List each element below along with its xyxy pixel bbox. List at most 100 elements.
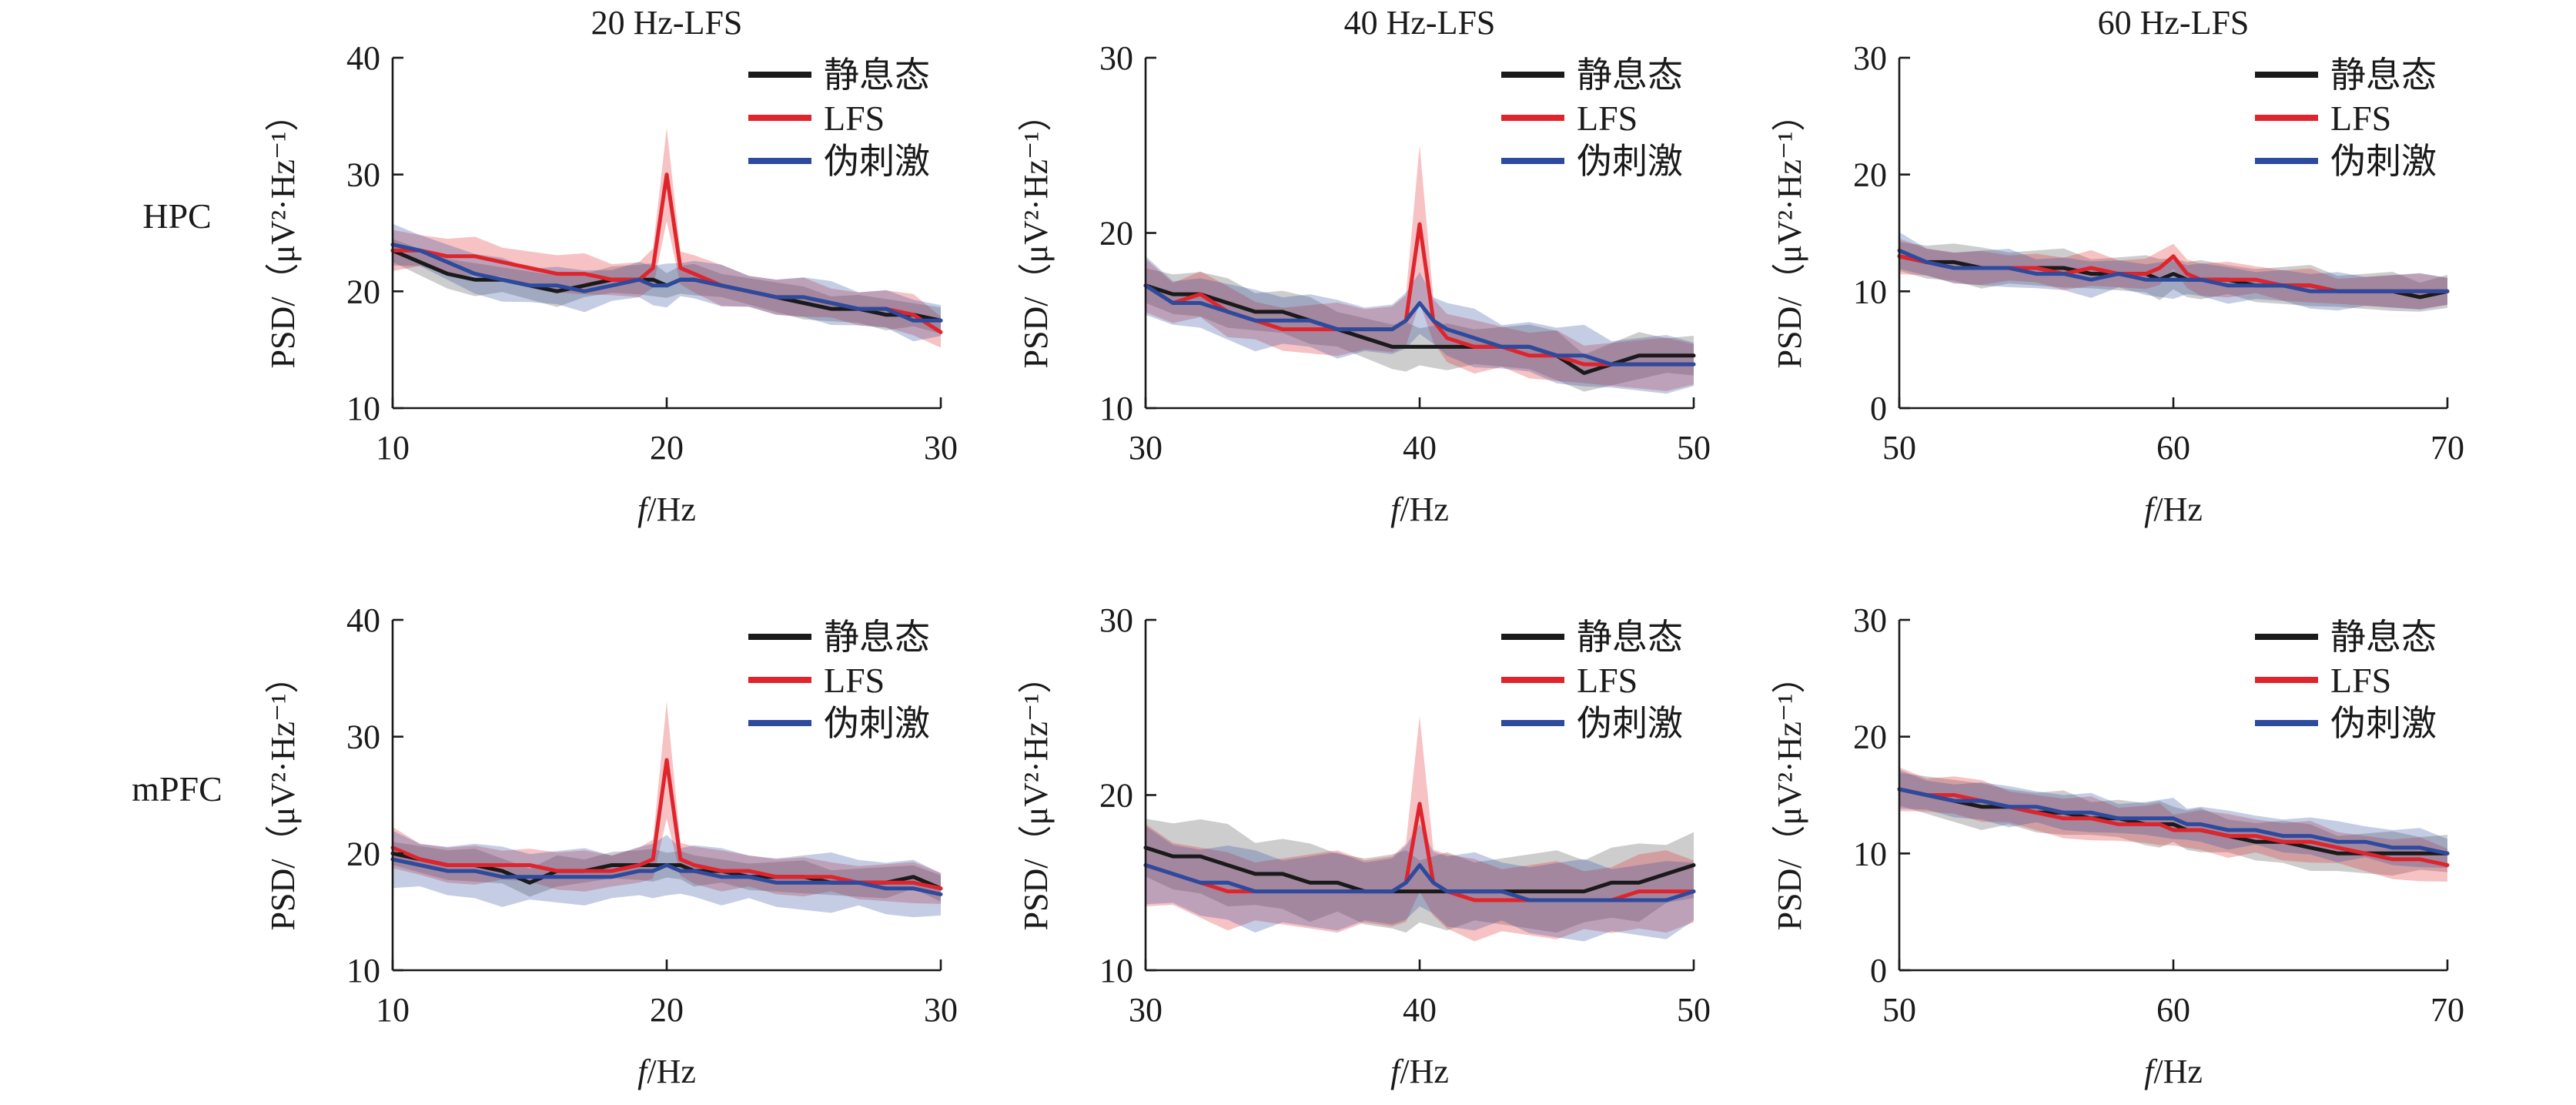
y-tick-label: 30 — [346, 156, 380, 194]
y-tick-label: 0 — [1870, 390, 1887, 427]
series-line-2 — [1143, 283, 1696, 367]
legend-label-1: LFS — [1577, 99, 1638, 138]
panel-5: 0 10 20 30 50 60 70 f/Hz PSD/（μV²·Hz⁻¹） 静息态 LFS 伪刺激 — [1771, 601, 2464, 1090]
y-tick-label: 10 — [346, 952, 380, 989]
y-tick-label: 0 — [1870, 952, 1887, 989]
error-band-2 — [393, 223, 941, 342]
x-tick-label: 30 — [1129, 991, 1163, 1029]
series-line-2 — [1897, 787, 2450, 856]
y-tick-label: 20 — [1853, 718, 1887, 756]
panel-title: 40 Hz-LFS — [1344, 4, 1496, 42]
legend-label-2: 伪刺激 — [1577, 704, 1683, 743]
legend-label-2: 伪刺激 — [824, 142, 930, 181]
x-tick-label: 10 — [376, 991, 410, 1029]
y-tick-label: 10 — [1853, 835, 1887, 872]
y-tick-label: 20 — [1853, 156, 1887, 194]
x-tick-label: 70 — [2430, 429, 2464, 467]
y-tick-label: 40 — [346, 39, 380, 77]
series-line-1 — [390, 758, 943, 891]
x-tick-label: 60 — [2156, 991, 2190, 1029]
y-tick-label: 10 — [1099, 390, 1133, 427]
y-tick-label: 20 — [1099, 777, 1133, 815]
legend-label-1: LFS — [2330, 661, 2391, 700]
y-tick-label: 40 — [346, 601, 380, 639]
x-tick-label: 50 — [1677, 429, 1711, 467]
x-axis-label-unit: /Hz — [647, 491, 696, 528]
x-axis-label-unit: /Hz — [647, 1053, 696, 1090]
x-axis-label: f/Hz — [2144, 491, 2203, 528]
y-axis-label: PSD/（μV²·Hz⁻¹） — [1017, 660, 1055, 931]
x-tick-label: 40 — [1403, 429, 1437, 467]
panel-3: 10 20 30 40 10 20 30 f/Hz PSD/（μV²·Hz⁻¹） 静息态 LFS 伪刺… — [264, 601, 958, 1090]
error-band-0 — [1146, 268, 1694, 392]
legend-label-2: 伪刺激 — [2330, 704, 2437, 743]
y-tick-label: 20 — [346, 273, 380, 310]
x-axis-label: f/Hz — [637, 1053, 696, 1090]
x-axis-label-unit: /Hz — [1400, 1053, 1449, 1090]
x-tick-label: 40 — [1403, 991, 1437, 1029]
y-tick-label: 10 — [346, 390, 380, 427]
legend-label-2: 伪刺激 — [2330, 142, 2437, 181]
x-axis-label-unit: /Hz — [2153, 491, 2203, 528]
x-axis-label: f/Hz — [2144, 1053, 2203, 1090]
y-tick-label: 20 — [1099, 215, 1133, 253]
error-band-1 — [393, 702, 941, 904]
legend-label-0: 静息态 — [824, 618, 930, 657]
x-tick-label: 20 — [650, 429, 684, 467]
series-line-2 — [1897, 248, 2450, 293]
y-axis-label: PSD/（μV²·Hz⁻¹） — [1771, 98, 1808, 369]
x-axis-label: f/Hz — [637, 491, 696, 528]
y-tick-label: 10 — [1099, 952, 1133, 989]
legend-label-0: 静息态 — [1577, 55, 1683, 95]
y-tick-label: 20 — [346, 835, 380, 872]
error-band-1 — [1146, 716, 1694, 942]
error-band-0 — [1899, 242, 2447, 312]
x-tick-label: 50 — [1677, 991, 1711, 1029]
panel-title: 60 Hz-LFS — [2098, 4, 2250, 42]
y-axis-label: PSD/（μV²·Hz⁻¹） — [264, 98, 302, 369]
x-tick-label: 50 — [1882, 991, 1916, 1029]
x-tick-label: 10 — [376, 429, 410, 467]
y-axis-label: PSD/（μV²·Hz⁻¹） — [264, 660, 302, 931]
x-tick-label: 70 — [2430, 991, 2464, 1029]
legend-label-1: LFS — [824, 661, 885, 700]
row-label-mpfc: mPFC — [132, 769, 222, 809]
y-tick-label: 30 — [1853, 601, 1887, 639]
panel-1: 40 Hz-LFS 10 20 30 30 40 50 f/Hz PSD/（μV²·Hz⁻¹） 静… — [1017, 4, 1711, 528]
series-line-2 — [390, 243, 943, 323]
y-axis-label: PSD/（μV²·Hz⁻¹） — [1017, 98, 1055, 369]
y-tick-label: 30 — [346, 718, 380, 756]
panel-0: 20 Hz-LFS 10 20 30 40 10 20 30 f/Hz PSD/（μV²·Hz⁻¹… — [264, 4, 958, 528]
y-axis-label: PSD/（μV²·Hz⁻¹） — [1771, 660, 1808, 931]
legend-label-2: 伪刺激 — [1577, 142, 1683, 181]
legend-label-0: 静息态 — [2330, 618, 2437, 657]
y-tick-label: 30 — [1099, 39, 1133, 77]
legend-label-1: LFS — [2330, 99, 2391, 138]
legend-label-0: 静息态 — [1577, 618, 1683, 657]
legend-label-1: LFS — [1577, 661, 1638, 700]
series-line-2 — [390, 857, 943, 896]
x-tick-label: 30 — [1129, 429, 1163, 467]
error-band-0 — [393, 842, 941, 902]
legend-label-1: LFS — [824, 99, 885, 138]
x-axis-label-unit: /Hz — [2153, 1053, 2203, 1090]
x-tick-label: 50 — [1882, 429, 1916, 467]
x-tick-label: 30 — [924, 429, 958, 467]
x-tick-label: 60 — [2156, 429, 2190, 467]
legend-label-0: 静息态 — [824, 55, 930, 95]
panel-title: 20 Hz-LFS — [591, 4, 743, 42]
error-band-2 — [393, 830, 941, 918]
error-band-1 — [393, 128, 941, 348]
panel-2: 60 Hz-LFS 0 10 20 30 50 60 70 f/Hz PSD/（μV²·Hz⁻¹）… — [1771, 4, 2464, 528]
error-band-2 — [1146, 256, 1694, 394]
series-line-2 — [1143, 863, 1696, 902]
x-axis-label: f/Hz — [1390, 491, 1449, 528]
x-tick-label: 20 — [650, 991, 684, 1029]
series-line-0 — [1143, 845, 1696, 894]
legend-label-2: 伪刺激 — [824, 704, 930, 743]
row-label-hpc: HPC — [142, 196, 211, 236]
legend-label-0: 静息态 — [2330, 55, 2437, 95]
y-tick-label: 10 — [1853, 273, 1887, 310]
series-line-0 — [1143, 283, 1696, 375]
x-axis-label-unit: /Hz — [1400, 491, 1449, 528]
